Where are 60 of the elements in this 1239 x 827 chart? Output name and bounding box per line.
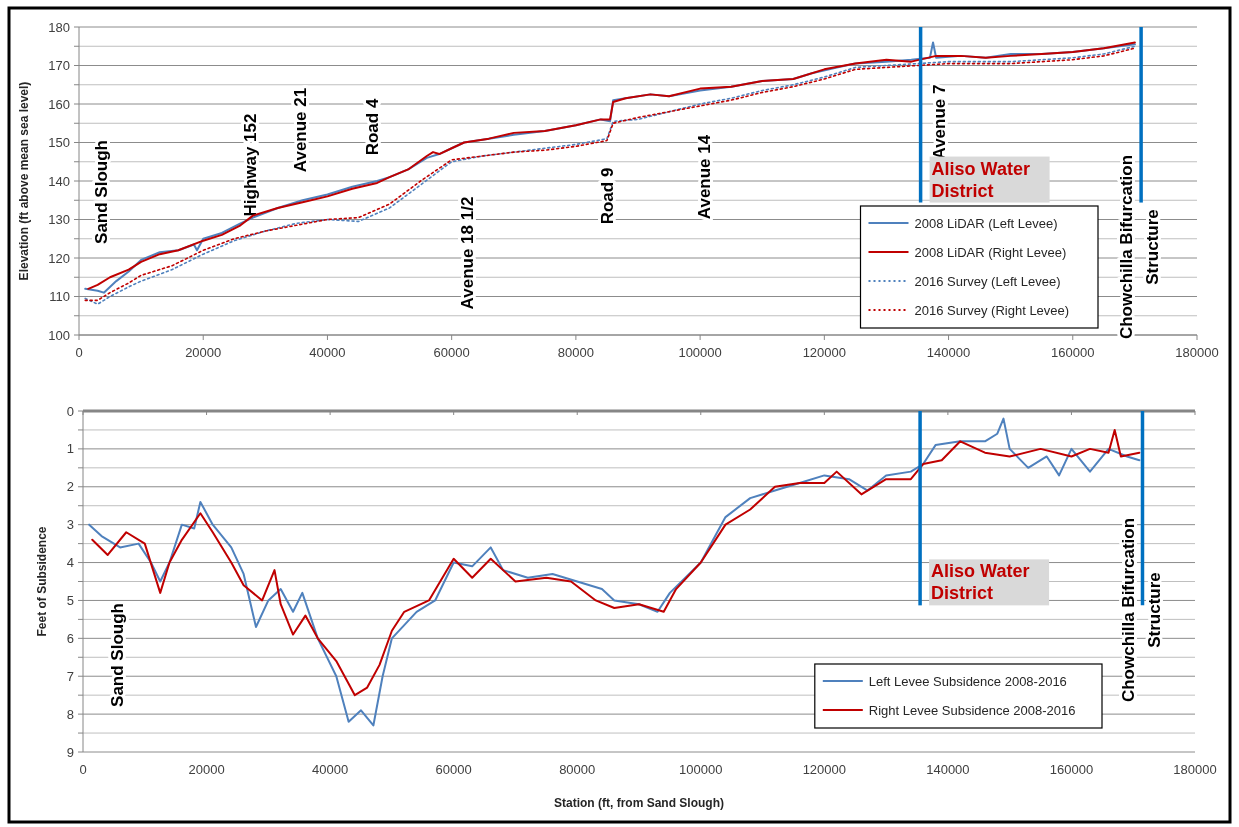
x-axis-title: Station (ft, from Sand Slough)	[554, 796, 724, 810]
x-tick-label: 120000	[802, 345, 847, 360]
annotation: Road 4	[362, 98, 382, 156]
y-tick-label: 140	[48, 173, 70, 189]
x-tick-label: 20000	[185, 345, 222, 360]
x-tick-label: 100000	[679, 762, 723, 777]
x-tick-label: 140000	[926, 762, 970, 777]
x-tick-label: 160000	[1051, 345, 1095, 360]
x-tick-label: 160000	[1049, 762, 1094, 777]
y-tick-label: 9	[66, 744, 74, 760]
annotation: Avenue 18 1/2	[457, 196, 477, 310]
y-tick-label: 7	[66, 668, 74, 684]
annotation: Avenue 7	[929, 84, 949, 160]
y-tick-label: 0	[66, 403, 74, 419]
ref-line-label: Aliso Water District	[931, 158, 1030, 201]
y-tick-label: 180	[48, 19, 70, 35]
y-axis-title: Elevation (ft above mean sea level)	[17, 81, 31, 281]
y-tick-label: 2	[66, 479, 74, 495]
x-tick-label: 180000	[1173, 762, 1217, 777]
y-tick-label: 130	[48, 212, 70, 228]
y-tick-label: 170	[48, 58, 70, 74]
y-axis-title: Feet of Subsidence	[35, 526, 49, 637]
legend-label: 2016 Survey (Right Levee)	[914, 302, 1070, 318]
x-tick-label: 0	[79, 762, 87, 777]
annotation: Avenue 21	[290, 87, 310, 173]
y-tick-label: 120	[48, 250, 70, 266]
annotation: Chowchilla Bifurcation Structure	[1116, 154, 1163, 340]
y-tick-label: 100	[48, 327, 70, 343]
y-tick-label: 5	[66, 592, 74, 608]
y-tick-label: 3	[66, 517, 74, 533]
x-tick-label: 60000	[433, 345, 470, 360]
legend-label: Left Levee Subsidence 2008-2016	[868, 673, 1067, 689]
annotation: Sand Slough	[107, 603, 127, 707]
annotation: Chowchilla Bifurcation Structure	[1118, 517, 1165, 703]
legend-label: 2016 Survey (Left Levee)	[914, 273, 1061, 289]
annotation: Highway 152	[240, 113, 260, 217]
x-tick-label: 80000	[557, 345, 594, 360]
legend-label: 2008 LiDAR (Right Levee)	[914, 244, 1067, 260]
x-tick-label: 20000	[188, 762, 225, 777]
y-tick-label: 1	[66, 441, 74, 457]
y-tick-label: 150	[48, 135, 70, 151]
annotation: Road 9	[597, 167, 617, 225]
legend-label: 2008 LiDAR (Left Levee)	[914, 215, 1058, 231]
y-tick-label: 6	[66, 630, 74, 646]
y-tick-label: 8	[66, 706, 74, 722]
y-tick-label: 4	[66, 555, 74, 571]
y-tick-label: 160	[48, 96, 70, 112]
x-tick-label: 120000	[802, 762, 847, 777]
x-tick-label: 80000	[559, 762, 596, 777]
annotation: Sand Slough	[91, 140, 111, 244]
x-tick-label: 180000	[1175, 345, 1219, 360]
x-tick-label: 40000	[309, 345, 346, 360]
x-tick-label: 140000	[926, 345, 971, 360]
annotation: Avenue 14	[694, 134, 714, 220]
y-tick-label: 110	[49, 289, 70, 305]
x-tick-label: 100000	[678, 345, 722, 360]
ref-line-label: Aliso Water District	[931, 561, 1030, 604]
legend-label: Right Levee Subsidence 2008-2016	[868, 702, 1076, 718]
x-tick-label: 60000	[435, 762, 472, 777]
x-tick-label: 40000	[312, 762, 349, 777]
